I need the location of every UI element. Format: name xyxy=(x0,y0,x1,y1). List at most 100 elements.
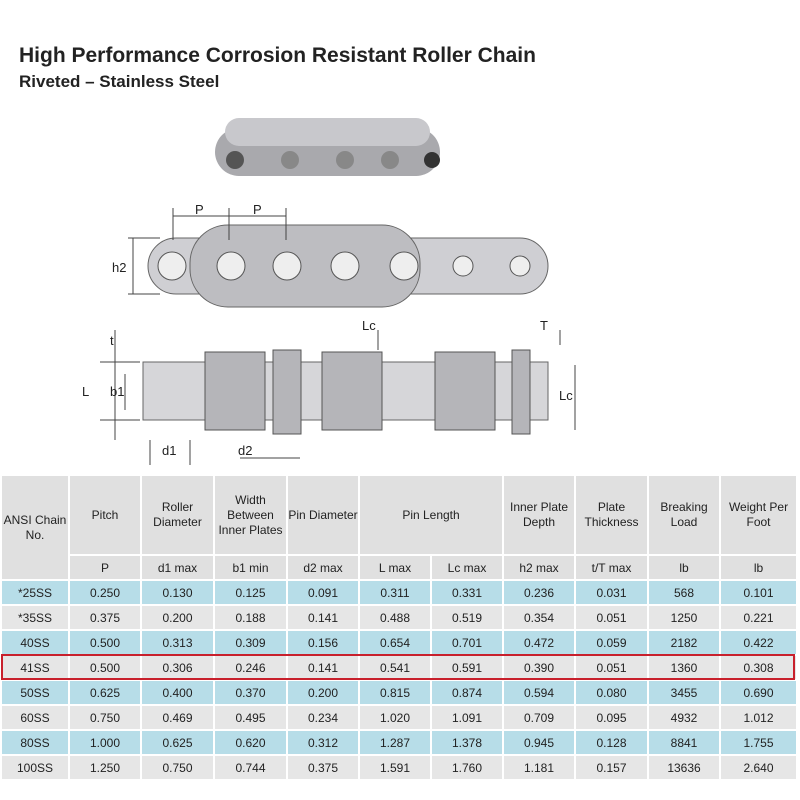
chain-diagrams: P P h2 t L b1 d1 d2 Lc T Lc xyxy=(82,118,576,465)
column-subheader: b1 min xyxy=(213,554,288,581)
table-cell: *35SS xyxy=(0,604,70,631)
table-cell: 0.594 xyxy=(502,679,577,706)
table-cell: 0.701 xyxy=(429,629,505,656)
table-cell: *25SS xyxy=(0,579,70,606)
table-cell: 40SS xyxy=(0,629,70,656)
table-cell: 0.541 xyxy=(358,654,432,681)
table-cell: 0.200 xyxy=(140,604,215,631)
table-cell: 0.488 xyxy=(358,604,432,631)
label-T: T xyxy=(540,318,548,333)
table-cell: 0.101 xyxy=(719,579,799,606)
table-cell: 0.500 xyxy=(68,629,142,656)
table-cell: 0.331 xyxy=(429,579,505,606)
column-subheader: P xyxy=(68,554,142,581)
table-row: *25SS 0.250 0.130 0.125 0.091 0.311 0.331 0.236… xyxy=(0,579,799,606)
table-cell: 1.091 xyxy=(429,704,505,731)
table-cell: 0.236 xyxy=(502,579,577,606)
table-cell: 4932 xyxy=(647,704,722,731)
table-cell: 80SS xyxy=(0,729,70,756)
table-cell: 1.250 xyxy=(68,754,142,781)
table-cell: 0.130 xyxy=(140,579,215,606)
label-p1: P xyxy=(195,202,204,217)
label-p2: P xyxy=(253,202,262,217)
table-cell: 0.306 xyxy=(140,654,215,681)
table-cell: 1.000 xyxy=(68,729,142,756)
table-cell: 0.246 xyxy=(213,654,288,681)
label-L: L xyxy=(82,384,89,399)
table-cell: 1.287 xyxy=(358,729,432,756)
table-cell: 0.370 xyxy=(213,679,288,706)
table-cell: 0.051 xyxy=(574,654,650,681)
table-cell: 0.495 xyxy=(213,704,288,731)
table-row: 40SS 0.500 0.313 0.309 0.156 0.654 0.701 0.472 0… xyxy=(0,629,799,656)
table-cell: 0.874 xyxy=(429,679,505,706)
table-cell: 1.755 xyxy=(719,729,799,756)
label-lc1: Lc xyxy=(362,318,376,333)
table-cell: 50SS xyxy=(0,679,70,706)
table-cell: 0.500 xyxy=(68,654,142,681)
table-cell: 0.422 xyxy=(719,629,799,656)
table-cell: 0.141 xyxy=(286,654,360,681)
page-subtitle: Riveted – Stainless Steel xyxy=(19,72,220,91)
table-cell: 100SS xyxy=(0,754,70,781)
column-subheader: d2 max xyxy=(286,554,360,581)
column-header: Pitch xyxy=(68,474,142,556)
table-cell: 0.469 xyxy=(140,704,215,731)
table-row: 80SS 1.000 0.625 0.620 0.312 1.287 1.378 0.945 0… xyxy=(0,729,799,756)
label-d1: d1 xyxy=(162,443,176,458)
table-cell: 0.234 xyxy=(286,704,360,731)
label-lc2: Lc xyxy=(559,388,573,403)
table-cell: 0.625 xyxy=(68,679,142,706)
table-cell: 0.945 xyxy=(502,729,577,756)
table-cell: 1.020 xyxy=(358,704,432,731)
table-cell: 0.309 xyxy=(213,629,288,656)
specs-table: ANSI Chain No. Pitch Roller Diameter Width … xyxy=(0,474,799,781)
column-header: Pin Length xyxy=(357,474,505,556)
page-title: High Performance Corrosion Resistant Rol… xyxy=(19,44,536,67)
table-cell: 0.141 xyxy=(286,604,360,631)
column-subheader: lb xyxy=(647,554,722,581)
table-cell: 0.311 xyxy=(358,579,432,606)
table-cell: 0.312 xyxy=(286,729,360,756)
table-row: 60SS 0.750 0.469 0.495 0.234 1.020 1.091 0.709 0… xyxy=(0,704,799,731)
column-subheader: h2 max xyxy=(502,554,577,581)
table-cell: 0.519 xyxy=(429,604,505,631)
table-cell: 0.051 xyxy=(574,604,650,631)
table-cell: 0.031 xyxy=(574,579,650,606)
table-cell: 1.181 xyxy=(502,754,577,781)
table-cell: 0.308 xyxy=(719,654,799,681)
table-row: 100SS 1.250 0.750 0.744 0.375 1.591 1.760 1.181… xyxy=(0,754,799,781)
column-subheader: d1 max xyxy=(140,554,215,581)
table-cell: 0.750 xyxy=(68,704,142,731)
column-header: Weight Per Foot xyxy=(719,474,799,556)
label-h2: h2 xyxy=(112,260,126,275)
table-row: 50SS 0.625 0.400 0.370 0.200 0.815 0.874 0.594 0… xyxy=(0,679,799,706)
label-b1: b1 xyxy=(110,384,124,399)
table-cell: 8841 xyxy=(647,729,722,756)
table-cell: 0.375 xyxy=(286,754,360,781)
table-cell: 0.709 xyxy=(502,704,577,731)
table-cell: 0.744 xyxy=(213,754,288,781)
table-cell: 3455 xyxy=(647,679,722,706)
table-cell: 0.400 xyxy=(140,679,215,706)
label-t: t xyxy=(110,333,114,348)
table-cell: 1.760 xyxy=(429,754,505,781)
table-cell: 0.815 xyxy=(358,679,432,706)
table-cell: 0.080 xyxy=(574,679,650,706)
table-cell: 0.157 xyxy=(574,754,650,781)
chain-photo xyxy=(215,118,440,176)
table-cell: 0.625 xyxy=(140,729,215,756)
table-cell: 1.591 xyxy=(358,754,432,781)
table-cell: 0.620 xyxy=(213,729,288,756)
column-header: Breaking Load xyxy=(647,474,722,556)
table-cell: 0.750 xyxy=(140,754,215,781)
table-cell: 60SS xyxy=(0,704,70,731)
table-cell: 0.156 xyxy=(286,629,360,656)
column-subheader: L max xyxy=(358,554,432,581)
column-subheader: t/T max xyxy=(574,554,650,581)
table-cell: 0.354 xyxy=(502,604,577,631)
table-row: *35SS 0.375 0.200 0.188 0.141 0.488 0.519 0.354… xyxy=(0,604,799,631)
table-cell: 0.200 xyxy=(286,679,360,706)
table-cell: 0.654 xyxy=(358,629,432,656)
table-cell: 2.640 xyxy=(719,754,799,781)
